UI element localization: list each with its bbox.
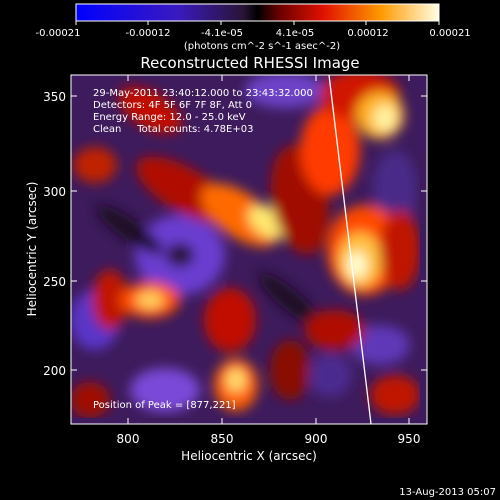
peak-position: Position of Peak = [877,221] <box>93 400 236 411</box>
x-tick-label: 800 <box>117 432 140 446</box>
plot-title: Reconstructed RHESSI Image <box>140 54 359 72</box>
annotation-method: Clean Total counts: 4.78E+03 <box>93 124 253 135</box>
plot-frame <box>70 74 428 425</box>
y-tick-label: 300 <box>43 185 66 199</box>
annotation-energy: Energy Range: 12.0 - 25.0 keV <box>93 112 246 123</box>
colorbar-tick-label: -4.1e-05 <box>201 28 243 39</box>
x-tick-label: 950 <box>398 432 421 446</box>
y-axis-label: Heliocentric Y (arcsec) <box>25 182 39 317</box>
annotation-time-range: 29-May-2011 23:40:12.000 to 23:43:32.000 <box>93 88 313 99</box>
colorbar-tick-label: 4.1e-05 <box>276 28 314 39</box>
rhessi-image-map <box>71 75 427 424</box>
axis-ticks <box>71 75 427 424</box>
solar-limb-curve <box>328 75 372 424</box>
colorbar-tick-label: 0.00021 <box>429 28 470 39</box>
colorbar <box>75 3 440 22</box>
y-tick-label: 200 <box>43 364 66 378</box>
footer-timestamp: 13-Aug-2013 05:07 <box>399 487 496 498</box>
colorbar-tick-label: -0.00012 <box>126 28 171 39</box>
colorbar-tick-label: 0.00012 <box>347 28 388 39</box>
x-tick-label: 900 <box>305 432 328 446</box>
y-tick-label: 350 <box>43 90 66 104</box>
y-tick-label: 250 <box>43 275 66 289</box>
annotation-detectors: Detectors: 4F 5F 6F 7F 8F, Att 0 <box>93 100 252 111</box>
colorbar-tick-label: -0.00021 <box>36 28 81 39</box>
colorbar-unit: (photons cm^-2 s^-1 asec^-2) <box>184 41 340 52</box>
x-axis-label: Heliocentric X (arcsec) <box>181 449 317 463</box>
x-tick-label: 850 <box>211 432 234 446</box>
colorbar-ticks <box>75 21 440 25</box>
